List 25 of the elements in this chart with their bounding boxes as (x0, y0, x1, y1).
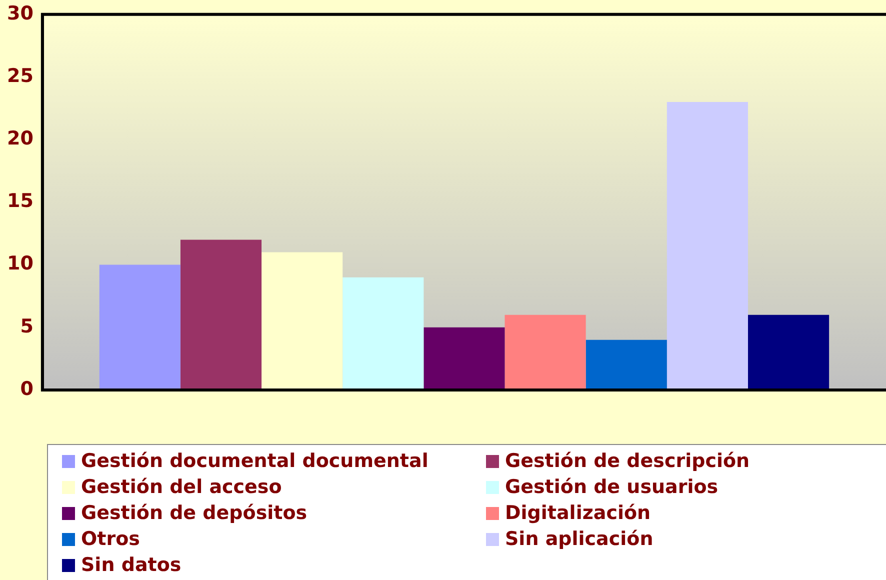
legend-label: Gestión del acceso (81, 476, 282, 498)
bar (504, 314, 586, 390)
y-tick-label: 5 (20, 315, 34, 338)
bar (342, 277, 424, 390)
y-tick-label: 15 (6, 190, 34, 212)
bar (748, 314, 830, 390)
legend-label: Otros (81, 528, 140, 550)
legend-label: Gestión documental documental (81, 450, 428, 472)
y-tick-label: 25 (6, 64, 34, 87)
bar (180, 240, 262, 390)
y-tick-label: 10 (6, 252, 34, 275)
bar (586, 340, 667, 390)
bar (424, 327, 505, 390)
legend-label: Digitalización (505, 502, 651, 524)
legend-label: Sin datos (81, 554, 182, 576)
legend-label: Sin aplicación (505, 528, 654, 550)
legend-label: Gestión de usuarios (505, 476, 718, 498)
bar (262, 252, 343, 390)
y-tick-label: 20 (6, 128, 34, 150)
y-tick-label: 30 (6, 2, 34, 24)
bar (666, 102, 748, 390)
legend-label: Gestión de descripción (505, 450, 750, 472)
y-tick-label: 0 (20, 378, 34, 400)
bar (99, 264, 180, 390)
legend-label: Gestión de depósitos (81, 502, 308, 524)
